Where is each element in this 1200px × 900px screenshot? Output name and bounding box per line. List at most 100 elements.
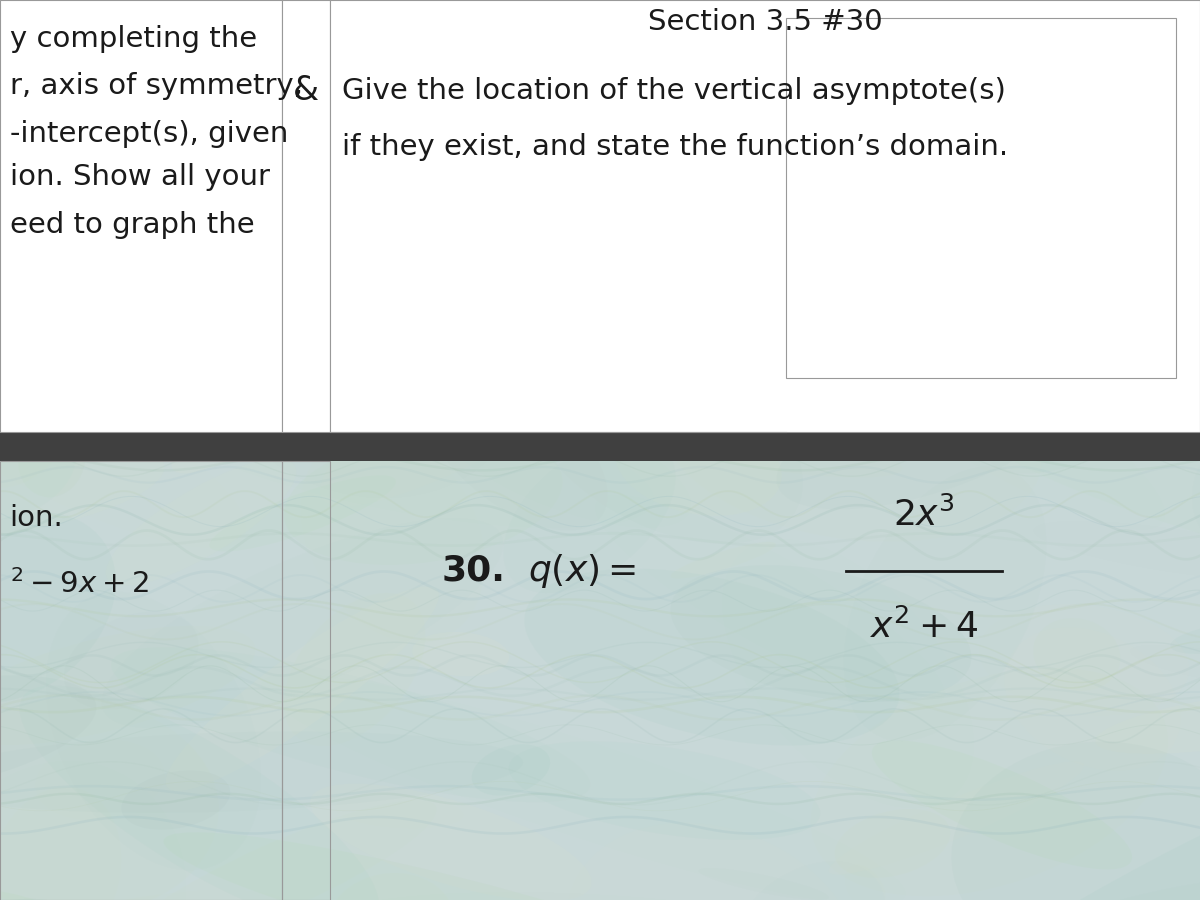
Ellipse shape: [0, 732, 523, 813]
Ellipse shape: [1150, 230, 1200, 309]
Ellipse shape: [472, 0, 690, 17]
Ellipse shape: [821, 757, 1200, 900]
Ellipse shape: [996, 162, 1200, 256]
Ellipse shape: [0, 788, 121, 900]
Ellipse shape: [0, 194, 205, 339]
Ellipse shape: [524, 569, 900, 745]
Text: -intercept(s), given: -intercept(s), given: [10, 120, 288, 148]
Ellipse shape: [1170, 624, 1200, 653]
Ellipse shape: [0, 899, 71, 900]
Ellipse shape: [952, 742, 1200, 900]
Ellipse shape: [986, 327, 1200, 473]
Ellipse shape: [412, 632, 509, 676]
Ellipse shape: [1066, 877, 1200, 900]
Ellipse shape: [0, 512, 115, 703]
Ellipse shape: [284, 432, 563, 564]
Ellipse shape: [19, 686, 379, 900]
Ellipse shape: [872, 741, 1132, 869]
Ellipse shape: [572, 426, 655, 455]
Ellipse shape: [84, 20, 362, 193]
Ellipse shape: [793, 113, 1091, 252]
Ellipse shape: [671, 542, 776, 579]
Ellipse shape: [690, 21, 1124, 92]
Text: y completing the: y completing the: [10, 25, 257, 53]
Ellipse shape: [180, 79, 574, 188]
Ellipse shape: [112, 647, 590, 802]
Ellipse shape: [126, 381, 246, 440]
Ellipse shape: [648, 253, 719, 297]
Ellipse shape: [1025, 0, 1200, 99]
Ellipse shape: [439, 221, 656, 390]
Ellipse shape: [0, 339, 521, 454]
Ellipse shape: [18, 423, 85, 497]
Ellipse shape: [844, 466, 1046, 741]
Ellipse shape: [671, 565, 971, 702]
Ellipse shape: [121, 800, 437, 900]
Ellipse shape: [0, 676, 96, 794]
Bar: [0, 461, 282, 900]
Ellipse shape: [979, 604, 1189, 716]
Text: eed to graph the: eed to graph the: [10, 211, 254, 239]
Ellipse shape: [310, 784, 592, 900]
Ellipse shape: [0, 0, 328, 75]
Ellipse shape: [80, 231, 524, 410]
Ellipse shape: [320, 195, 793, 506]
Ellipse shape: [0, 237, 162, 270]
Bar: [282, 0, 330, 432]
Ellipse shape: [719, 47, 967, 182]
Ellipse shape: [904, 204, 1200, 448]
Text: $^2 - 9x + 2$: $^2 - 9x + 2$: [10, 569, 149, 598]
Text: r, axis of symmetry,: r, axis of symmetry,: [10, 72, 302, 101]
Text: Section 3.5 #30: Section 3.5 #30: [648, 7, 882, 36]
Ellipse shape: [0, 295, 160, 392]
Ellipse shape: [262, 674, 906, 900]
Ellipse shape: [616, 414, 781, 516]
Ellipse shape: [0, 698, 218, 900]
Ellipse shape: [0, 626, 256, 745]
Text: Give the location of the vertical asymptote(s): Give the location of the vertical asympt…: [342, 76, 1006, 104]
Bar: [0, 432, 1200, 461]
Ellipse shape: [0, 885, 64, 900]
Ellipse shape: [776, 365, 1078, 509]
Ellipse shape: [692, 91, 769, 124]
Ellipse shape: [0, 441, 164, 540]
Bar: [786, 18, 1176, 378]
Bar: [330, 0, 1200, 432]
Ellipse shape: [1033, 618, 1121, 691]
Ellipse shape: [1096, 689, 1200, 754]
Ellipse shape: [652, 423, 902, 478]
Text: &: &: [293, 74, 319, 107]
Text: ion. Show all your: ion. Show all your: [10, 163, 270, 191]
Ellipse shape: [521, 328, 803, 544]
Ellipse shape: [437, 356, 526, 417]
Ellipse shape: [476, 276, 606, 359]
Ellipse shape: [0, 761, 186, 900]
Ellipse shape: [758, 176, 1042, 278]
Ellipse shape: [328, 873, 455, 900]
Text: $x^2+4$: $x^2+4$: [870, 608, 978, 644]
Ellipse shape: [811, 668, 1168, 896]
Ellipse shape: [502, 392, 847, 449]
Ellipse shape: [835, 809, 950, 878]
Ellipse shape: [734, 29, 961, 83]
Ellipse shape: [620, 0, 973, 127]
Bar: [282, 461, 330, 900]
Ellipse shape: [102, 518, 503, 728]
Ellipse shape: [760, 0, 1002, 64]
Ellipse shape: [1026, 225, 1200, 332]
Ellipse shape: [121, 770, 230, 830]
Ellipse shape: [661, 340, 1042, 542]
Text: ion.: ion.: [10, 504, 64, 532]
Ellipse shape: [172, 117, 666, 473]
Bar: [0, 0, 282, 432]
Ellipse shape: [898, 213, 1038, 310]
Text: $q(x) =$: $q(x) =$: [528, 552, 636, 590]
Ellipse shape: [722, 539, 973, 808]
Text: 30.: 30.: [442, 554, 505, 588]
Ellipse shape: [1100, 0, 1200, 22]
Ellipse shape: [1110, 0, 1200, 31]
Ellipse shape: [328, 0, 581, 130]
Ellipse shape: [472, 744, 550, 796]
Ellipse shape: [284, 593, 425, 746]
Ellipse shape: [1082, 0, 1200, 80]
